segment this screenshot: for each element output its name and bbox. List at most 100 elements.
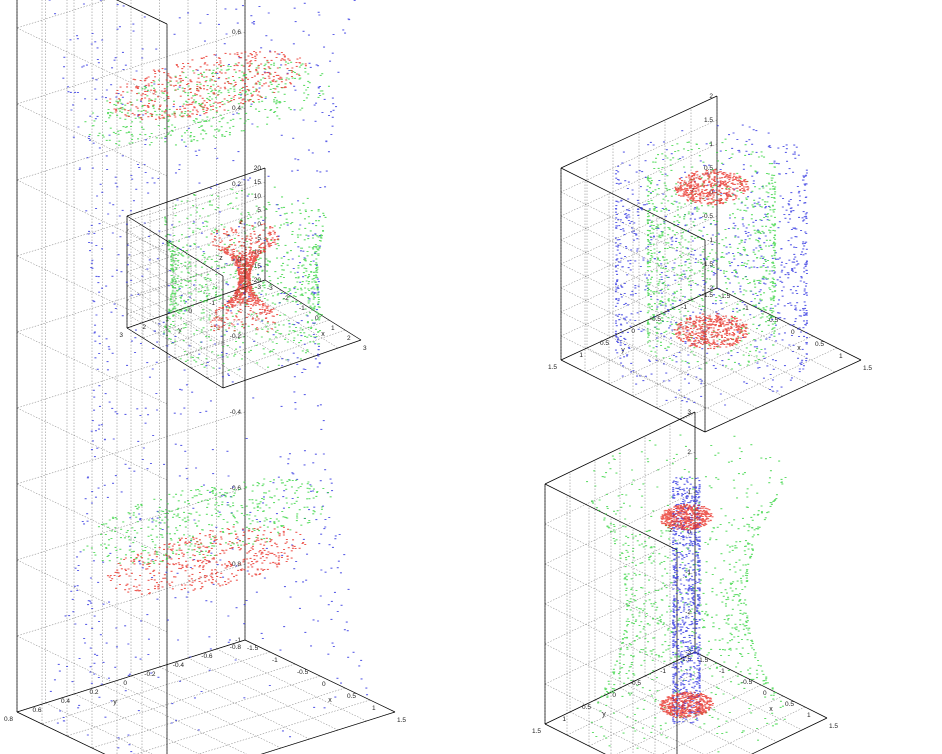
series-1-points — [646, 138, 777, 370]
series-2-marks — [673, 168, 750, 350]
z-tick-label: -0.2 — [230, 333, 242, 340]
z-tick-label: 1 — [687, 489, 691, 496]
z-tick-label: 10 — [254, 193, 262, 200]
gridline — [569, 711, 655, 754]
series-0-marks — [48, 0, 369, 754]
x-tick-label: -0.5 — [741, 679, 753, 686]
z-tick-label: 2 — [709, 93, 713, 100]
x-tick-label: 1.5 — [397, 717, 406, 724]
y-tick-label: -1 — [209, 300, 215, 307]
x-tick-label: -1.5 — [697, 657, 709, 664]
z-tick-label: 0 — [237, 257, 241, 264]
x-tick-label: -1.5 — [719, 293, 731, 300]
y-tick-label: 0.5 — [582, 704, 591, 711]
x-tick-label: -1.5 — [247, 645, 259, 652]
gridline — [195, 303, 293, 365]
chart-panel-bottom-right: -3 -2 -1 0 1 2 3 -1.5 -1 -0.5 0 0.5 1 1.5 -1.5 -1 -0.5 0 0… — [500, 400, 930, 754]
y-tick-label: -0.5 — [630, 680, 642, 687]
x-tick-label: 0 — [791, 329, 795, 336]
y-tick-label: 0.4 — [61, 698, 70, 705]
x-tick-label: -2 — [283, 295, 289, 302]
gridline — [544, 571, 696, 645]
chart-svg-bottom-right: -3 -2 -1 0 1 2 3 -1.5 -1 -0.5 0 0.5 1 1.5 -1.5 -1 -0.5 0 0… — [532, 409, 838, 754]
axis-frame-edge — [716, 287, 862, 361]
series-2-points — [106, 50, 307, 595]
y-tick-label: 0 — [612, 692, 616, 699]
z-tick-label: 15 — [254, 179, 262, 186]
z-tick-label: 3 — [687, 409, 691, 416]
gridline — [158, 299, 298, 349]
z-tick-label: -3 — [685, 649, 691, 656]
axes-1: -2-1.5-1-0.500.511.52-1.5-1-0.500.511.5-… — [548, 93, 872, 433]
x-tick-label: 1 — [331, 325, 335, 332]
z-tick-label: -20 — [252, 277, 262, 284]
x-tick-label: 0.5 — [347, 693, 356, 700]
gridline — [16, 31, 246, 105]
gridline — [102, 684, 247, 754]
y-tick-label: -0.4 — [173, 662, 185, 669]
y-tick-label: 1 — [165, 316, 169, 323]
gridline — [126, 181, 266, 231]
y-tick-label: -1 — [660, 668, 666, 675]
x-tick-label: -0.5 — [297, 669, 309, 676]
z-tick-label: 20 — [254, 165, 262, 172]
x-tick-label: 1 — [372, 705, 376, 712]
x-axis-label: x — [321, 331, 325, 338]
series-0-points — [586, 434, 787, 754]
axis-frame-edge — [544, 483, 678, 551]
y-tick-label: 0 — [631, 328, 635, 335]
gridline — [706, 706, 806, 754]
y-tick-label: -0.6 — [201, 653, 213, 660]
x-tick-label: -1 — [719, 668, 725, 675]
z-tick-label: 0.2 — [232, 181, 241, 188]
y-tick-label: 2 — [142, 324, 146, 331]
axis-frame-edge — [222, 339, 362, 389]
gridline — [16, 411, 246, 485]
y-tick-label: -3 — [255, 284, 261, 291]
y-axis-label: y — [178, 327, 182, 334]
x-tick-label: 3 — [363, 345, 367, 352]
x-tick-label: -1 — [299, 305, 305, 312]
axis-frame-edge — [16, 639, 246, 713]
z-tick-label: 0 — [257, 221, 261, 228]
gridline — [130, 675, 282, 749]
series-1-points — [209, 220, 280, 332]
x-tick-label: 0.5 — [785, 701, 794, 708]
z-tick-label: -1.5 — [702, 261, 714, 268]
series-1-marks — [646, 138, 777, 370]
gridline — [159, 666, 310, 740]
x-tick-label: 0 — [315, 315, 319, 322]
gridline — [198, 699, 371, 754]
y-tick-label: 0.8 — [4, 716, 13, 723]
x-axis-label: x — [797, 345, 801, 352]
x-tick-label: 1 — [807, 712, 811, 719]
gridline — [66, 663, 296, 737]
gridline — [616, 684, 762, 754]
axis-frame-edge — [260, 711, 396, 754]
gridline — [16, 183, 246, 257]
x-tick-label: 0.5 — [815, 341, 824, 348]
gridline — [174, 309, 314, 359]
gridline — [135, 687, 346, 754]
y-tick-label: -0.8 — [230, 644, 242, 651]
x-tick-label: 2 — [347, 335, 351, 342]
z-tick-label: 5 — [257, 207, 261, 214]
x-tick-label: 1.5 — [863, 365, 872, 372]
axis-frame-edge — [544, 411, 696, 485]
chart-svg-top-right: -2-1.5-1-0.500.511.52-1.5-1-0.500.511.5-… — [548, 93, 872, 433]
gridline — [16, 559, 168, 633]
z-tick-label: -0.4 — [230, 409, 242, 416]
gridline — [126, 223, 266, 273]
z-tick-label: 1.5 — [704, 117, 713, 124]
z-tick-label: 0.4 — [232, 105, 241, 112]
gridline — [16, 107, 246, 181]
z-tick-label: -1 — [685, 569, 691, 576]
x-axis-label: x — [328, 697, 332, 704]
gridline — [41, 651, 271, 725]
axis-frame-edge — [544, 723, 606, 754]
axis-frame-edge — [704, 359, 862, 433]
series-2-points — [659, 503, 714, 719]
z-tick-label: -1 — [235, 637, 241, 644]
gridline — [16, 259, 246, 333]
x-tick-label: -1 — [272, 657, 278, 664]
